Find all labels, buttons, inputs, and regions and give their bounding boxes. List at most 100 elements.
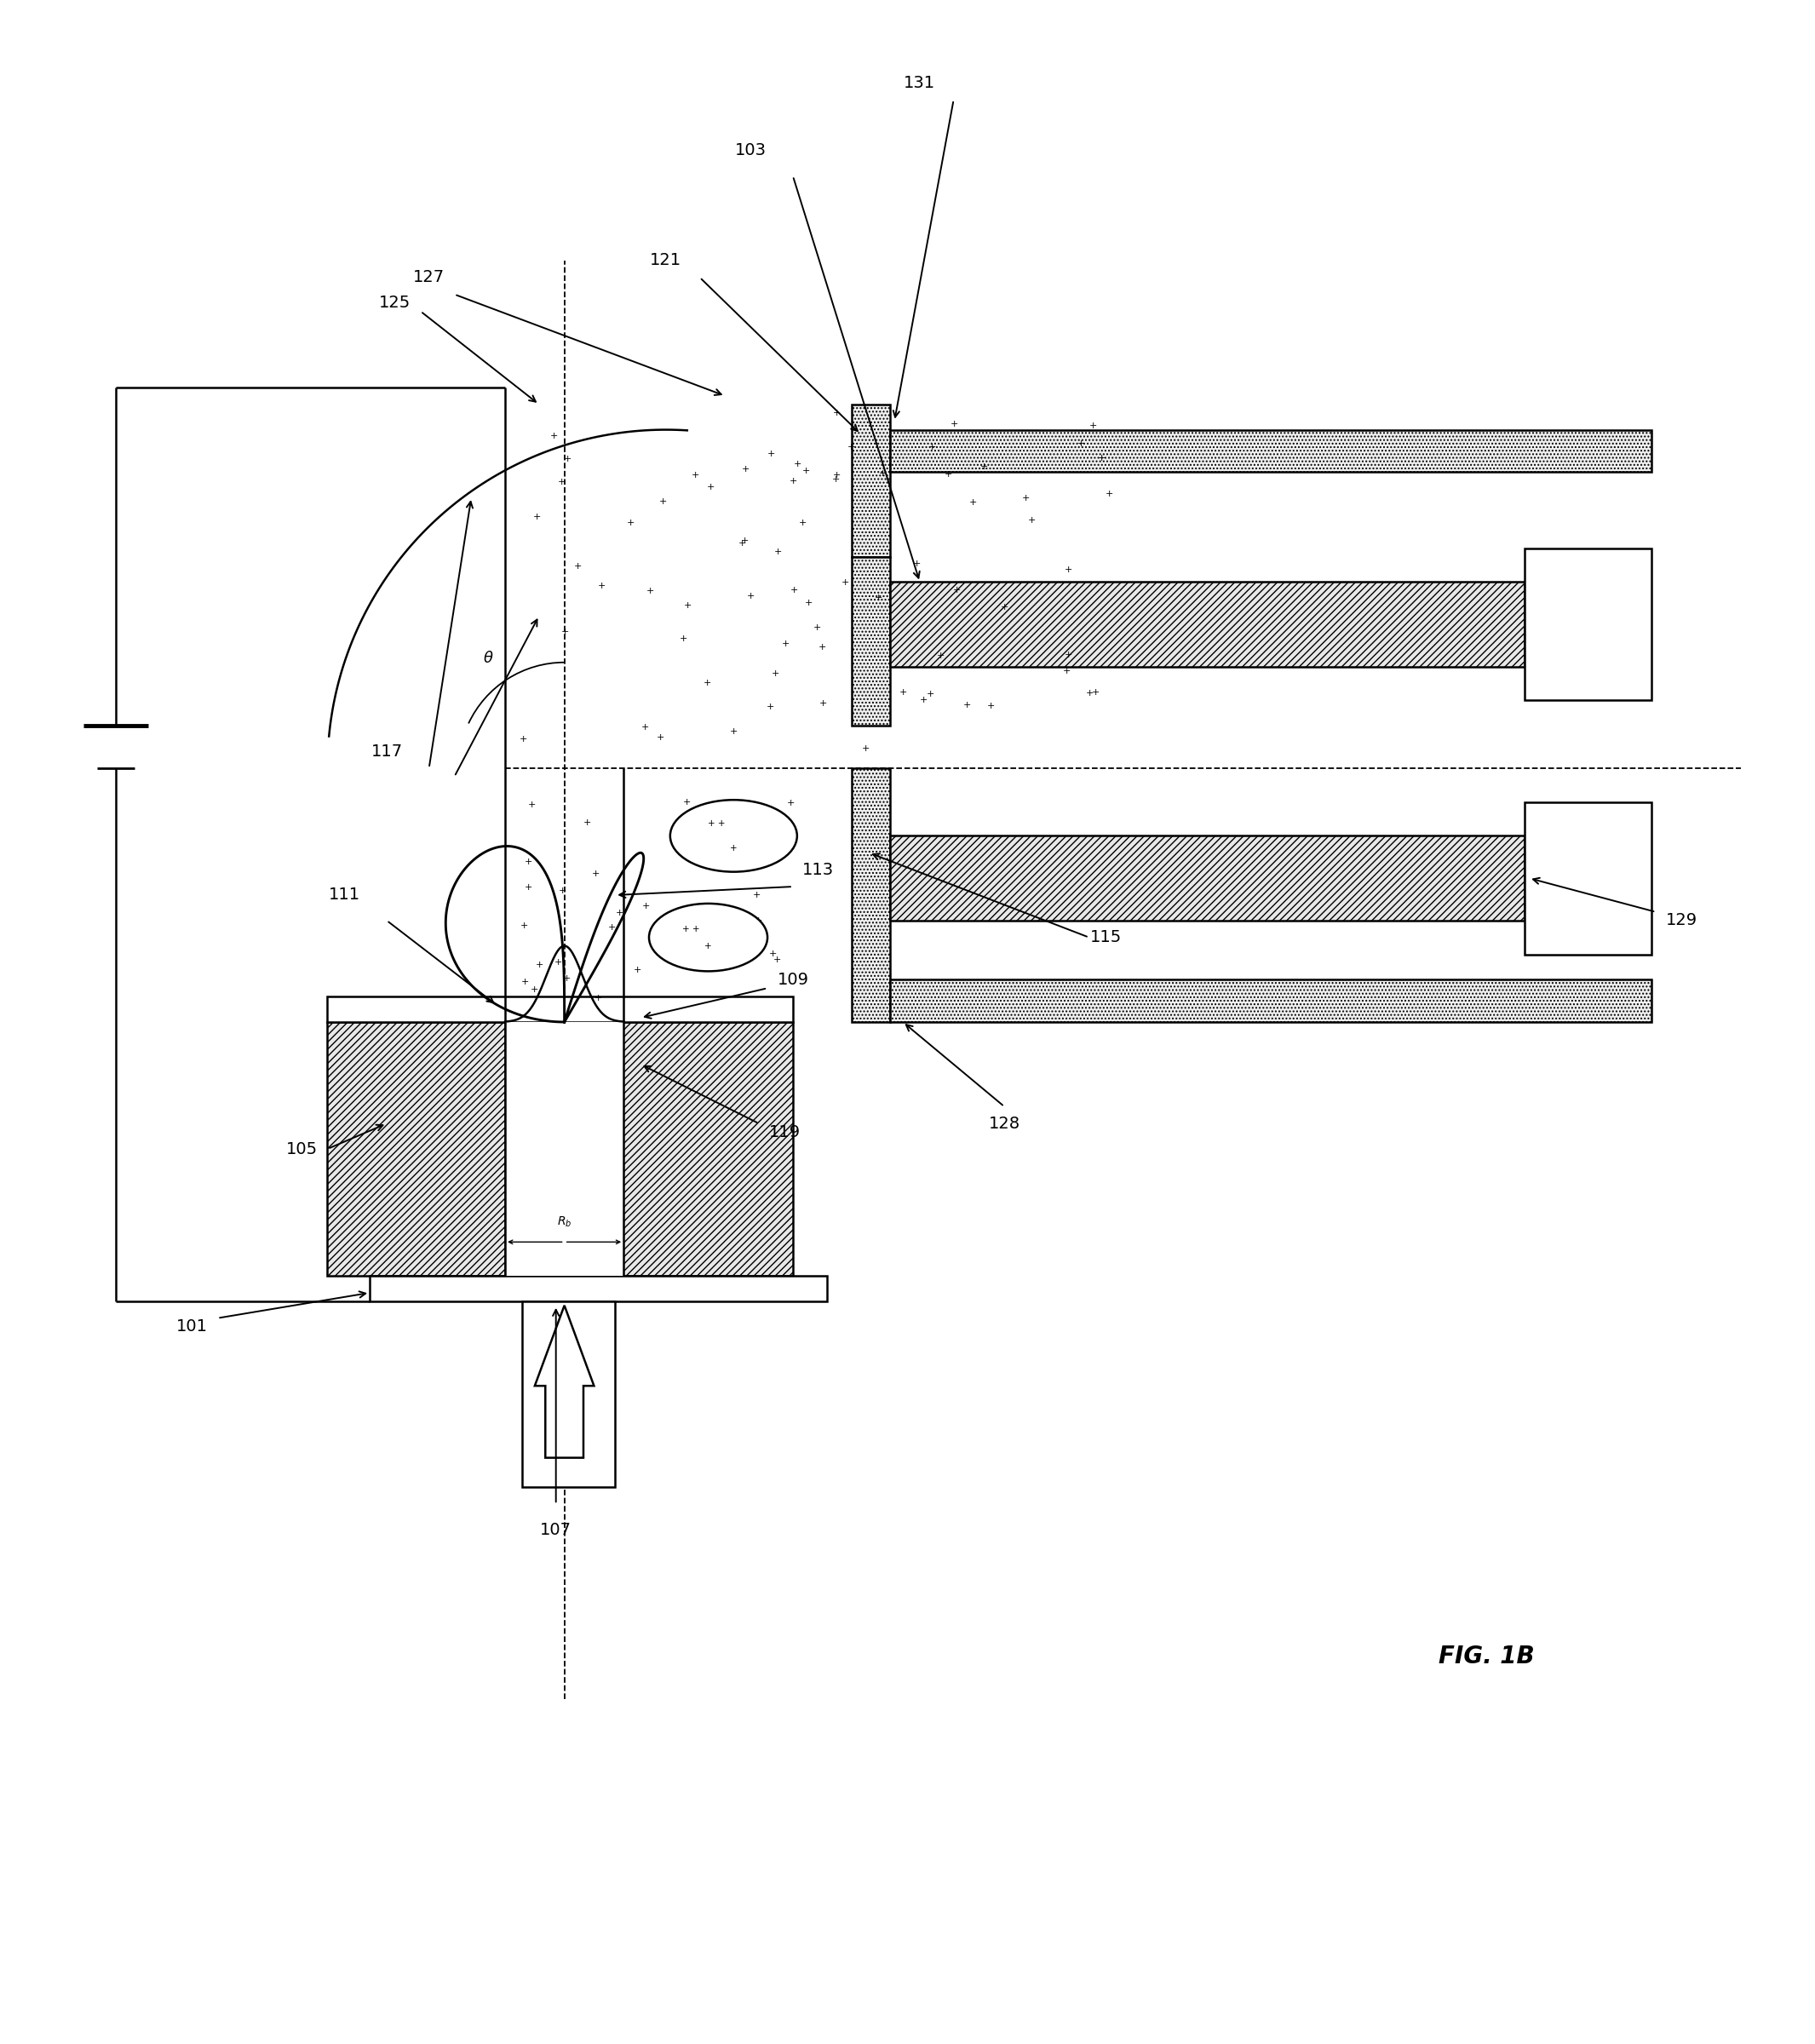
Bar	[851, 556, 889, 726]
Text: +: +	[980, 462, 987, 470]
Text: 125: 125	[379, 294, 410, 311]
Text: 121: 121	[650, 251, 682, 268]
Text: +: +	[842, 578, 849, 587]
Text: 111: 111	[329, 887, 359, 903]
Bar	[505, 1022, 624, 1275]
Text: +: +	[753, 891, 760, 899]
Bar	[327, 997, 793, 1022]
Text: 105: 105	[287, 1141, 318, 1157]
Text: +: +	[920, 695, 927, 705]
Text: 107: 107	[541, 1521, 572, 1537]
Text: +: +	[1027, 517, 1036, 525]
Text: +: +	[608, 922, 615, 932]
Text: +: +	[594, 993, 603, 1004]
Text: +: +	[790, 476, 797, 486]
Text: +: +	[521, 977, 528, 985]
Bar	[889, 836, 1525, 920]
Text: +: +	[583, 820, 592, 828]
Text: +: +	[1089, 421, 1096, 429]
Text: +: +	[534, 513, 541, 521]
Text: +: +	[704, 942, 711, 950]
Text: 131: 131	[904, 76, 935, 90]
Text: +: +	[559, 887, 566, 895]
Text: +: +	[1093, 689, 1100, 697]
Text: +: +	[790, 587, 799, 595]
Text: +: +	[802, 466, 809, 476]
Text: +: +	[969, 499, 976, 507]
Text: +: +	[525, 883, 532, 891]
Text: +: +	[615, 910, 624, 918]
Text: +: +	[557, 478, 566, 486]
Text: +: +	[813, 623, 820, 632]
Text: +: +	[704, 679, 711, 687]
Text: +: +	[521, 922, 528, 930]
Bar	[327, 1022, 505, 1275]
Text: +: +	[519, 736, 526, 744]
Text: +: +	[878, 470, 888, 478]
Text: 119: 119	[768, 1124, 800, 1141]
Text: +: +	[679, 634, 688, 644]
Text: +: +	[599, 583, 606, 591]
Text: +: +	[898, 689, 908, 697]
Text: +: +	[862, 744, 869, 752]
Text: +: +	[953, 587, 960, 595]
Text: +: +	[563, 975, 570, 983]
Text: +: +	[1085, 689, 1094, 697]
Text: +: +	[659, 497, 668, 507]
Text: +: +	[799, 519, 808, 527]
Ellipse shape	[670, 799, 797, 873]
Text: +: +	[730, 844, 737, 852]
Text: +: +	[737, 852, 744, 861]
Text: + +: + +	[708, 820, 726, 828]
Text: +: +	[692, 470, 699, 478]
Text: +: +	[641, 724, 650, 732]
Text: +: +	[530, 985, 539, 993]
Text: +: +	[951, 421, 958, 429]
Text: +: +	[657, 734, 664, 742]
Text: +: +	[592, 871, 599, 879]
Text: 128: 128	[989, 1116, 1020, 1132]
Text: +: +	[1022, 495, 1029, 503]
Text: +: +	[574, 562, 581, 570]
Text: +: +	[742, 464, 750, 474]
Text: +: +	[550, 431, 557, 439]
Text: +: +	[944, 470, 953, 478]
Text: +: +	[555, 959, 563, 967]
Text: +: +	[742, 920, 751, 928]
Text: +: +	[926, 689, 935, 699]
Text: $R_b$: $R_b$	[557, 1216, 572, 1228]
Text: +: +	[626, 519, 635, 527]
Text: +: +	[964, 701, 971, 709]
Text: 115: 115	[1091, 930, 1122, 946]
Bar	[889, 583, 1525, 666]
Text: +: +	[535, 961, 543, 969]
Text: 117: 117	[370, 744, 403, 758]
Text: 113: 113	[802, 863, 835, 877]
Text: +: +	[833, 476, 840, 484]
Text: +: +	[679, 918, 686, 926]
Text: +: +	[633, 965, 643, 975]
Bar	[615, 1022, 793, 1275]
Text: +: +	[848, 444, 855, 452]
Text: +: +	[833, 470, 840, 478]
Text: +: +	[766, 703, 775, 711]
Text: +: +	[1000, 603, 1009, 611]
Text: +: +	[748, 591, 755, 601]
Text: +: +	[741, 536, 748, 544]
Text: +: +	[819, 642, 826, 652]
Bar	[1525, 801, 1652, 955]
Text: +: +	[643, 901, 650, 910]
Polygon shape	[535, 1306, 594, 1457]
Text: +: +	[771, 668, 780, 679]
Text: +: +	[755, 916, 762, 926]
Text: + +: + +	[682, 924, 701, 934]
Bar	[851, 405, 889, 556]
Text: +: +	[561, 628, 570, 636]
Text: $\theta$: $\theta$	[483, 650, 494, 666]
Text: 109: 109	[777, 971, 809, 987]
Text: +: +	[773, 955, 780, 965]
Text: 101: 101	[176, 1318, 209, 1335]
Text: +: +	[728, 940, 735, 948]
Text: +: +	[770, 950, 777, 959]
Bar	[370, 1275, 826, 1302]
